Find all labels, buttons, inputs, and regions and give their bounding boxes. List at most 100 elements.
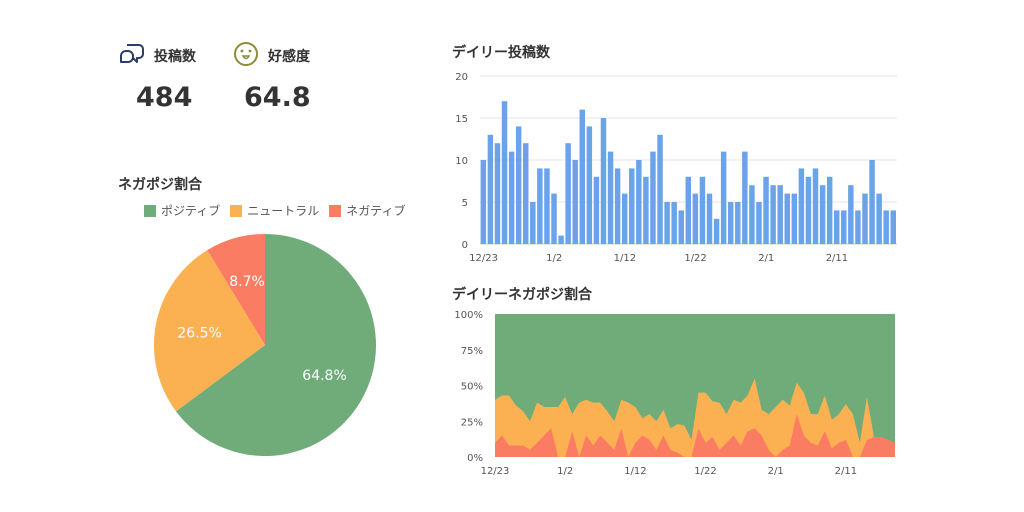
- bar[interactable]: [523, 143, 529, 244]
- legend-label-positive: ポジティブ: [161, 204, 221, 218]
- bar[interactable]: [784, 193, 790, 244]
- bar[interactable]: [607, 151, 614, 244]
- bar[interactable]: [593, 176, 600, 244]
- pie-chart: 64.8% 26.5% 8.7%: [154, 234, 376, 456]
- bar[interactable]: [621, 193, 628, 244]
- bar[interactable]: [890, 210, 896, 244]
- bar[interactable]: [848, 185, 854, 244]
- bar[interactable]: [777, 185, 783, 244]
- pie-slice-neutral[interactable]: [154, 250, 265, 412]
- stat-favorability-value: 64.8: [244, 82, 311, 113]
- daily-sentiment-chart: 0% 25% 50% 75% 100% 12/23 1/2 1/12 1/22 2/1 2/11: [454, 310, 895, 477]
- bar[interactable]: [756, 202, 762, 244]
- area-y-tick-label: 75%: [461, 346, 483, 357]
- bar[interactable]: [544, 168, 550, 244]
- bar[interactable]: [862, 193, 868, 244]
- bar[interactable]: [586, 126, 593, 244]
- bar[interactable]: [735, 202, 741, 244]
- area-x-tick-label: 1/2: [557, 466, 573, 477]
- area-negative[interactable]: [495, 414, 895, 457]
- bar[interactable]: [537, 168, 543, 244]
- bar[interactable]: [480, 160, 487, 244]
- bar[interactable]: [678, 210, 684, 244]
- bar[interactable]: [812, 168, 819, 244]
- bar[interactable]: [826, 176, 833, 244]
- bar[interactable]: [805, 176, 812, 244]
- bar[interactable]: [855, 210, 861, 244]
- bar[interactable]: [876, 193, 882, 244]
- legend-swatch-positive: [144, 204, 156, 217]
- pie-slice-negative[interactable]: [207, 234, 265, 345]
- bar[interactable]: [819, 185, 826, 244]
- area-x-tick-label: 12/23: [481, 466, 510, 477]
- bar[interactable]: [501, 101, 508, 244]
- pie-slice-positive[interactable]: [176, 234, 376, 456]
- bar[interactable]: [600, 118, 607, 244]
- area-y-tick-label: 100%: [454, 310, 483, 321]
- bar-y-tick-label: 10: [455, 156, 468, 167]
- bar-x-tick-label: 1/22: [684, 253, 706, 264]
- stat-favorability-label: 好感度: [268, 49, 310, 65]
- bar[interactable]: [487, 134, 494, 244]
- bar[interactable]: [643, 176, 649, 244]
- bar[interactable]: [720, 151, 727, 244]
- legend-item-positive[interactable]: ポジティブ: [144, 202, 220, 219]
- legend-item-neutral[interactable]: ニュートラル: [230, 202, 319, 219]
- bar[interactable]: [657, 134, 663, 244]
- bar[interactable]: [494, 143, 501, 244]
- bar-chart-title: デイリー投稿数: [452, 45, 550, 61]
- bar[interactable]: [770, 185, 776, 244]
- bar[interactable]: [706, 193, 713, 244]
- bar[interactable]: [572, 160, 578, 244]
- bar[interactable]: [579, 109, 586, 244]
- pie-label-positive: 64.8%: [302, 368, 346, 384]
- area-x-tick-label: 2/1: [768, 466, 784, 477]
- chat-bubbles-icon: [118, 40, 146, 72]
- bar-y-tick-label: 15: [455, 114, 468, 125]
- pie-legend: ポジティブ ニュートラル ネガティブ: [144, 202, 406, 219]
- bar[interactable]: [551, 193, 557, 244]
- bar[interactable]: [515, 126, 522, 244]
- bar[interactable]: [841, 210, 847, 244]
- legend-item-negative[interactable]: ネガティブ: [329, 202, 406, 219]
- stat-favorability: 好感度 64.8: [232, 40, 311, 113]
- bar[interactable]: [508, 151, 515, 244]
- bar[interactable]: [869, 160, 875, 244]
- area-chart-title: デイリーネガポジ割合: [452, 287, 592, 303]
- bar[interactable]: [742, 151, 748, 244]
- bar[interactable]: [798, 168, 805, 244]
- bar[interactable]: [883, 210, 889, 244]
- bar[interactable]: [833, 210, 840, 244]
- smiley-face-icon: [232, 40, 260, 72]
- bar[interactable]: [749, 185, 755, 244]
- daily-posts-chart: 0 5 10 15 20 12/23 1/2 1/12 1/22 2/1 2/11: [455, 72, 897, 264]
- bar[interactable]: [699, 176, 706, 244]
- bar[interactable]: [692, 193, 699, 244]
- bar[interactable]: [713, 218, 720, 244]
- bar[interactable]: [565, 143, 571, 244]
- pie-chart-title: ネガポジ割合: [118, 177, 202, 193]
- pie-label-negative: 8.7%: [229, 274, 265, 290]
- bar[interactable]: [671, 202, 677, 244]
- bar[interactable]: [664, 202, 670, 244]
- bar-x-tick-label: 1/12: [614, 253, 636, 264]
- bar[interactable]: [791, 193, 798, 244]
- bar[interactable]: [530, 202, 536, 244]
- bar[interactable]: [650, 151, 656, 244]
- bar[interactable]: [685, 176, 692, 244]
- bar-x-tick-label: 2/1: [758, 253, 774, 264]
- legend-label-negative: ネガティブ: [346, 204, 406, 218]
- area-x-tick-label: 1/22: [694, 466, 716, 477]
- area-y-tick-label: 50%: [461, 382, 483, 393]
- bar[interactable]: [636, 160, 642, 244]
- bar-y-tick-label: 5: [462, 198, 468, 209]
- bar[interactable]: [727, 202, 734, 244]
- legend-swatch-neutral: [230, 204, 243, 217]
- bar-y-tick-label: 0: [462, 240, 468, 251]
- bar[interactable]: [558, 235, 564, 244]
- bar[interactable]: [763, 176, 769, 244]
- pie-label-neutral: 26.5%: [177, 325, 221, 341]
- bar[interactable]: [614, 168, 621, 244]
- stat-posts: 投稿数 484: [118, 40, 196, 113]
- bar[interactable]: [629, 168, 635, 244]
